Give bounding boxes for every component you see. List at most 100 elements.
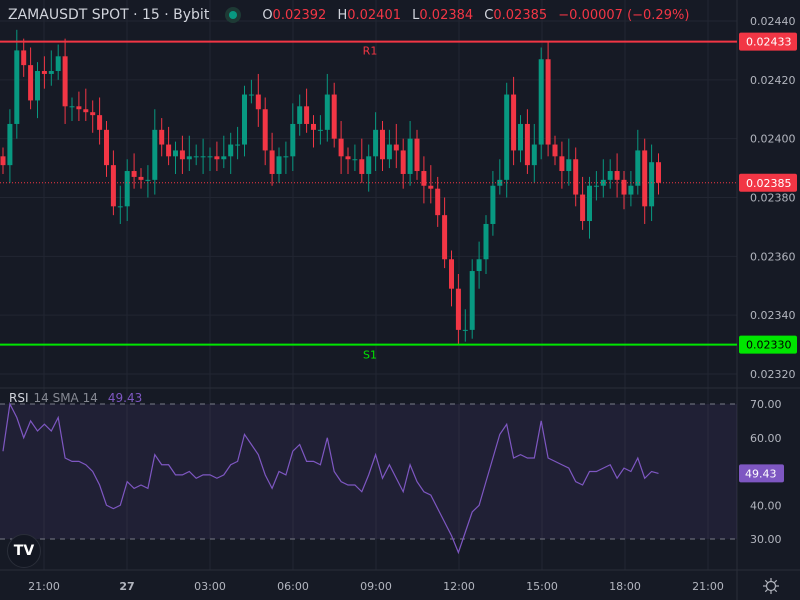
time-tick-label: 21:00 (692, 580, 724, 593)
rsi-params: 14 SMA 14 (33, 391, 98, 405)
r1-label: R1 (363, 45, 378, 58)
candle-body (152, 129, 158, 180)
candle-body (518, 123, 523, 151)
candle-body (41, 71, 47, 74)
candle-body (97, 115, 103, 130)
time-tick-label: 09:00 (360, 580, 392, 593)
candle-body (449, 259, 454, 289)
candle-body (573, 159, 579, 195)
rsi-tick-label: 70.00 (750, 398, 782, 411)
candle-body (21, 50, 27, 66)
symbol-title[interactable]: ZAMAUSDT SPOT · 15 · Bybit (8, 7, 210, 23)
candle-body (442, 215, 448, 260)
rsi-legend[interactable]: RSI 14 SMA 14 49.43 (9, 391, 142, 405)
candle-body (193, 156, 199, 158)
candle-body (504, 94, 510, 180)
candle-body (173, 150, 178, 157)
rsi-value: 49.43 (107, 391, 143, 405)
price-tick-label: 0.02400 (750, 133, 796, 146)
high-value: 0.02401 (347, 7, 401, 23)
candle-body (497, 179, 503, 186)
candle-body (14, 50, 20, 124)
candle-body (331, 94, 337, 139)
candle-body (276, 156, 282, 174)
candle-body (366, 156, 372, 174)
open-label: O (262, 7, 273, 23)
time-tick-label: 18:00 (609, 580, 641, 593)
candle-body (421, 171, 427, 186)
candle-body (317, 129, 323, 131)
time-tick-label: 06:00 (277, 580, 309, 593)
time-tick-label: 15:00 (526, 580, 558, 593)
candle-body (138, 176, 144, 180)
candle-body (55, 56, 61, 72)
candle-body (428, 185, 434, 189)
candle-body (338, 138, 344, 157)
candle-body (635, 150, 641, 186)
s1-label: S1 (363, 349, 377, 362)
rsi-tick-label: 60.00 (750, 432, 782, 445)
rsi-line (2, 402, 659, 555)
candle-body (435, 188, 441, 216)
candle-body (545, 59, 551, 145)
candle-body (131, 171, 137, 177)
candle-body (580, 194, 586, 222)
time-tick-label: 12:00 (443, 580, 475, 593)
candle-body (393, 144, 399, 151)
open-value: 0.02392 (272, 7, 327, 23)
tradingview-logo[interactable]: 𝗧𝗩 (7, 534, 41, 568)
candle-body (455, 288, 461, 330)
settings-icon[interactable] (762, 577, 780, 595)
candle-body (400, 150, 406, 174)
candle-body (538, 59, 544, 145)
rsi-tick-label: 30.00 (750, 533, 782, 546)
r1-price-badge (739, 32, 797, 51)
candle-body (90, 112, 96, 116)
candle-body (524, 123, 530, 166)
candle-body (166, 144, 172, 157)
ohlc-values: O0.02392 H0.02401 L0.02384 C0.02385 −0.0… (255, 8, 689, 23)
candle-body (69, 106, 75, 108)
time-tick-label: 27 (119, 580, 134, 593)
time-tick-label: 21:00 (28, 580, 60, 593)
candle-body (359, 159, 365, 174)
candle-body (28, 65, 34, 101)
candle-body (207, 156, 213, 158)
candle-body (614, 171, 620, 180)
s1-price-badge-text: 0.02330 (746, 339, 792, 352)
price-tick-label: 0.02320 (750, 368, 796, 381)
candle-body (490, 185, 496, 224)
candle-body (255, 94, 261, 110)
candle-body (304, 106, 310, 124)
candle-body (311, 123, 316, 130)
candle-body (483, 223, 489, 260)
candle-body (186, 156, 192, 160)
candle-body (621, 179, 627, 195)
symbol-legend: ZAMAUSDT SPOT · 15 · Bybit O0.02392 H0.0… (8, 7, 689, 23)
candle-body (476, 259, 482, 272)
candle-body (290, 123, 296, 157)
candle-body (200, 156, 206, 158)
rsi-value-badge (739, 464, 784, 483)
candle-body (179, 150, 185, 160)
candle-body (124, 171, 130, 207)
candle-body (0, 156, 6, 166)
close-label: C (484, 7, 494, 23)
price-tick-label: 0.02340 (750, 309, 796, 322)
candle-body (407, 138, 413, 174)
candle-body (117, 206, 123, 208)
candle-body (48, 71, 54, 74)
candle-body (345, 156, 351, 160)
rsi-title: RSI (9, 391, 29, 405)
candle-body (628, 185, 634, 195)
candle-body (235, 144, 241, 146)
candle-body (649, 162, 655, 207)
candle-body (352, 159, 358, 161)
price-tick-label: 0.02420 (750, 74, 796, 87)
candle-body (593, 185, 599, 187)
high-label: H (337, 7, 348, 23)
low-label: L (412, 7, 420, 23)
candle-body (642, 150, 648, 207)
candle-body (656, 162, 661, 183)
